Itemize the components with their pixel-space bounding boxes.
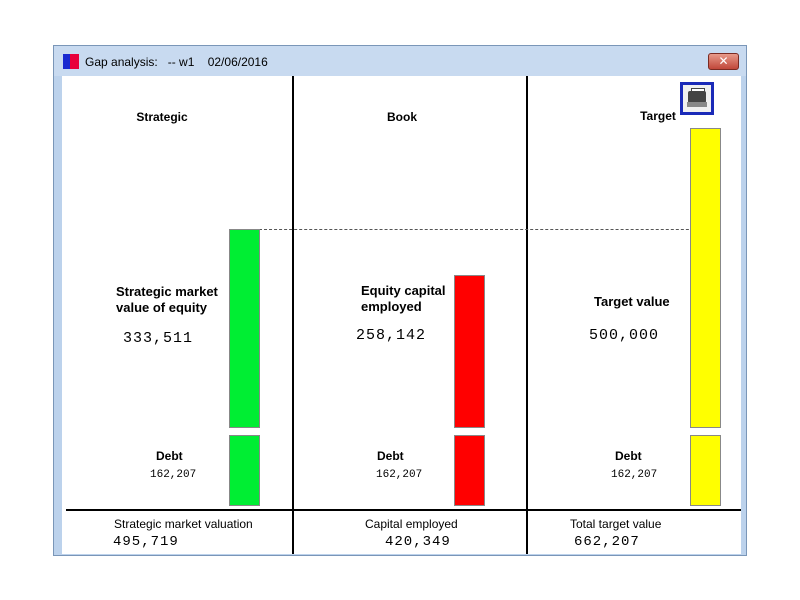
strategic-equity-label: Strategic market value of equity (116, 284, 218, 315)
target-total-label: Total target value (570, 517, 662, 531)
target-equity-value: 500,000 (589, 327, 660, 344)
book-equity-value: 258,142 (356, 327, 427, 344)
target-equity-bar (690, 128, 721, 428)
target-equity-label: Target value (594, 294, 670, 309)
target-level-line (259, 229, 719, 230)
book-debt-label: Debt (377, 449, 404, 463)
analysis-panel: Strategic Book Target Strategic market v… (62, 76, 741, 554)
target-debt-bar (690, 435, 721, 506)
heading-book: Book (387, 110, 417, 124)
target-debt-label: Debt (615, 449, 642, 463)
app-logo-icon[interactable] (63, 54, 79, 69)
book-total-value: 420,349 (385, 534, 451, 550)
strategic-debt-label: Debt (156, 449, 183, 463)
book-total-label: Capital employed (365, 517, 458, 531)
strategic-equity-value: 333,511 (123, 330, 194, 347)
book-debt-value: 162,207 (376, 469, 423, 481)
strategic-debt-value: 162,207 (150, 469, 197, 481)
book-equity-bar (454, 275, 485, 428)
window-title: Gap analysis: -- w1 02/06/2016 (85, 55, 268, 69)
title-bar[interactable]: Gap analysis: -- w1 02/06/2016 ✕ (54, 46, 746, 76)
column-divider (526, 76, 528, 554)
strategic-total-value: 495,719 (113, 534, 179, 550)
target-debt-value: 162,207 (611, 469, 658, 481)
book-equity-label: Equity capital employed (361, 283, 446, 314)
totals-divider (66, 509, 741, 511)
column-divider (292, 76, 294, 554)
heading-strategic: Strategic (136, 110, 188, 124)
gap-analysis-window: Gap analysis: -- w1 02/06/2016 ✕ Strateg… (53, 45, 747, 556)
print-button[interactable] (680, 82, 714, 115)
strategic-total-label: Strategic market valuation (114, 517, 253, 531)
target-total-value: 662,207 (574, 534, 640, 550)
book-debt-bar (454, 435, 485, 506)
heading-target: Target (640, 109, 676, 123)
close-button[interactable]: ✕ (708, 53, 739, 70)
strategic-debt-bar (229, 435, 260, 506)
strategic-equity-bar (229, 229, 260, 428)
